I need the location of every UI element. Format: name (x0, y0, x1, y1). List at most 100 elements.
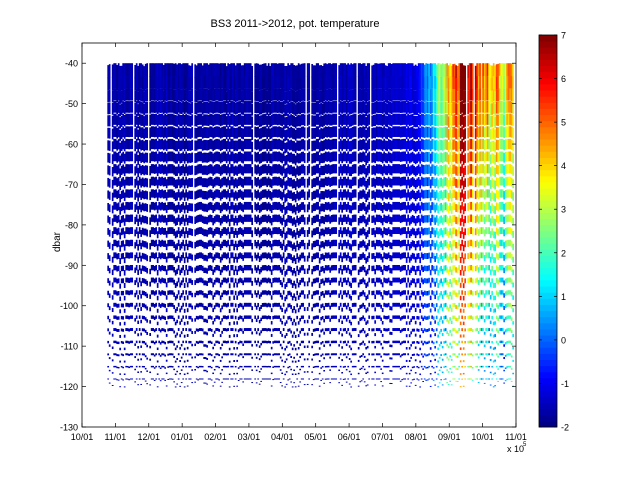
heatmap-cell (176, 268, 179, 275)
heatmap-cell (357, 295, 360, 300)
heatmap-cell (270, 230, 273, 238)
heatmap-cell (149, 217, 152, 225)
heatmap-cell (215, 328, 218, 331)
heatmap-cell (254, 353, 257, 356)
heatmap-cell (170, 290, 173, 295)
heatmap-cell (222, 63, 225, 77)
heatmap-cell (113, 315, 116, 319)
heatmap-cell (168, 201, 171, 210)
heatmap-cell (185, 227, 188, 234)
heatmap-cell (257, 252, 260, 259)
heatmap-cell (378, 139, 381, 150)
heatmap-cell (209, 189, 212, 198)
heatmap-cell (114, 214, 117, 222)
heatmap-cell (242, 280, 245, 286)
heatmap-cell (141, 139, 144, 151)
heatmap-cell (404, 302, 407, 307)
heatmap-cell (174, 386, 177, 388)
heatmap-cell (260, 380, 263, 382)
heatmap-cell (399, 152, 402, 162)
heatmap-cell (405, 295, 408, 301)
heatmap-cell (320, 241, 323, 248)
heatmap-cell (398, 164, 401, 174)
heatmap-cell (339, 126, 342, 137)
heatmap-cell (281, 256, 284, 263)
heatmap-cell (348, 179, 351, 189)
heatmap-cell (318, 193, 321, 202)
heatmap-cell (351, 365, 354, 368)
heatmap-cell (134, 178, 137, 188)
heatmap-cell (348, 166, 351, 176)
heatmap-cell (251, 129, 254, 140)
heatmap-cell (129, 239, 132, 247)
heatmap-cell (113, 176, 116, 186)
heatmap-cell (171, 88, 174, 101)
heatmap-cell (114, 63, 117, 77)
heatmap-cell (107, 102, 110, 115)
heatmap-cell (290, 292, 293, 297)
heatmap-cell (380, 177, 383, 187)
heatmap-cell (156, 89, 159, 102)
heatmap-cell (372, 303, 375, 308)
heatmap-cell (350, 257, 353, 264)
heatmap-cell (285, 91, 288, 104)
heatmap-cell (167, 138, 170, 150)
heatmap-cell (365, 193, 368, 203)
heatmap-cell (225, 366, 228, 368)
heatmap-cell (269, 166, 272, 176)
heatmap-cell (275, 214, 278, 222)
heatmap-cell (357, 346, 360, 350)
heatmap-cell (308, 176, 311, 186)
heatmap-cell (408, 359, 411, 362)
heatmap-cell (300, 290, 303, 295)
heatmap-cell (182, 138, 185, 150)
heatmap-cell (359, 177, 362, 187)
heatmap-cell (203, 75, 206, 89)
heatmap-cell (338, 356, 341, 359)
heatmap-cell (332, 353, 335, 356)
heatmap-cell (152, 277, 155, 283)
heatmap-cell (282, 88, 285, 101)
heatmap-cell (365, 334, 368, 338)
heatmap-cell (318, 78, 321, 91)
heatmap-cell (353, 277, 356, 283)
heatmap-cell (114, 340, 117, 344)
heatmap-cell (168, 264, 171, 271)
heatmap-cell (348, 255, 351, 262)
heatmap-cell (297, 192, 300, 201)
heatmap-cell (293, 191, 296, 201)
heatmap-cell (221, 318, 224, 322)
heatmap-cell (332, 189, 335, 198)
heatmap-cell (332, 328, 335, 331)
heatmap-cell (149, 76, 152, 89)
heatmap-cell (116, 115, 119, 127)
heatmap-cell (156, 153, 159, 164)
heatmap-cell (135, 164, 138, 174)
heatmap-cell (152, 88, 155, 101)
heatmap-cell (386, 216, 389, 224)
heatmap-cell (261, 265, 264, 271)
heatmap-cell (317, 138, 320, 150)
heatmap-cell (114, 264, 117, 271)
heatmap-cell (362, 101, 365, 113)
heatmap-cell (125, 378, 128, 380)
heatmap-cell (245, 328, 248, 331)
heatmap-cell (285, 383, 288, 385)
heatmap-cell (264, 378, 267, 380)
heatmap-cell (375, 302, 378, 307)
heatmap-cell (236, 101, 239, 114)
heatmap-cell (294, 116, 297, 129)
heatmap-cell (254, 290, 257, 295)
heatmap-cell (234, 378, 237, 380)
heatmap-cell (131, 277, 134, 283)
heatmap-cell (315, 340, 318, 344)
heatmap-cell (207, 227, 210, 235)
heatmap-cell (329, 241, 332, 249)
heatmap-cell (384, 365, 387, 368)
heatmap-cell (128, 126, 131, 138)
heatmap-cell (320, 65, 323, 79)
heatmap-cell (285, 307, 288, 312)
heatmap-cell (152, 101, 155, 113)
heatmap-cell (221, 330, 224, 334)
heatmap-cell (338, 268, 341, 274)
